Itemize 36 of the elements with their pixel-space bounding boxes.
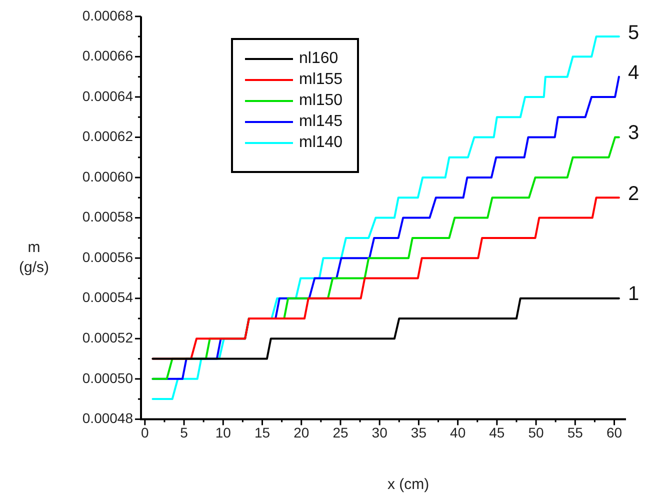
y-tick-label: 0.00064 [82, 88, 134, 104]
x-tick-label: 20 [294, 424, 310, 440]
y-tick-label: 0.00060 [82, 168, 134, 184]
text: 2 [628, 182, 640, 205]
x-tick-label: 35 [410, 424, 427, 440]
y-tick-label: 0.00056 [82, 248, 134, 265]
text: 5 [628, 22, 640, 44]
x-axis-title: x (cm) [388, 476, 430, 493]
y-tick-label: 0.00058 [82, 208, 134, 225]
text: 4 [628, 62, 640, 84]
legend-label: nl160 [299, 49, 338, 70]
y-tick-label: 0.00054 [82, 289, 134, 306]
y-tick-label: 0.00066 [82, 48, 134, 64]
x-tick-label: 0 [141, 424, 150, 440]
legend-label: ml145 [299, 112, 343, 132]
x-tick-label: 60 [606, 424, 622, 440]
x-tick-label: 45 [489, 424, 505, 440]
x-tick-label: 15 [254, 424, 270, 440]
legend-label: ml155 [299, 70, 343, 90]
y-axis-title: m (g/s) [18, 238, 50, 278]
x-tick-label: 10 [215, 424, 232, 440]
legend-label: ml150 [299, 91, 343, 112]
y-tick-label: 0.00050 [82, 370, 134, 386]
y-tick-label: 0.00048 [82, 410, 134, 426]
text: 3 [628, 122, 640, 144]
text: 1 [628, 283, 640, 306]
x-tick-label: 5 [180, 424, 188, 440]
y-tick-label: 0.00052 [82, 330, 134, 346]
x-tick-label: 25 [332, 424, 348, 440]
legend-label: ml140 [299, 133, 343, 154]
x-tick-label: 55 [567, 424, 584, 440]
x-tick-label: 40 [450, 424, 466, 440]
y-tick-label: 0.00068 [82, 7, 134, 24]
x-tick-label: 50 [528, 424, 544, 440]
x-tick-label: 30 [372, 424, 388, 440]
y-tick-label: 0.00062 [82, 128, 134, 144]
